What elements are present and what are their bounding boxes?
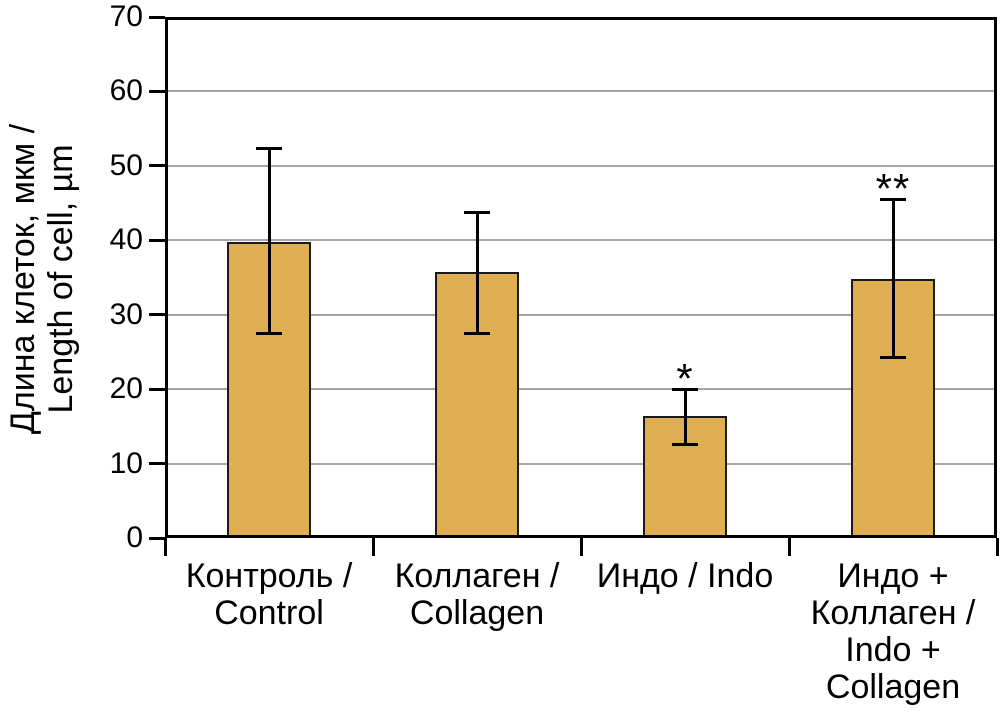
category-label-line: Контроль / <box>185 557 353 595</box>
y-tick-label-20: 20 <box>109 372 143 406</box>
gridline-60 <box>165 90 997 93</box>
y-axis-tick-30 <box>149 313 165 317</box>
y-tick-label-10: 10 <box>109 446 143 480</box>
y-tick-label-50: 50 <box>109 148 143 182</box>
gridline-10 <box>165 462 997 465</box>
y-axis-label-line2: Length of cell, µm <box>42 144 80 414</box>
gridline-50 <box>165 164 997 167</box>
category-label-line: Индо / Indo <box>596 557 774 595</box>
y-tick-label-70: 70 <box>109 0 143 33</box>
error-bar-cap-top-2 <box>464 210 490 214</box>
error-bar-line-3 <box>683 389 687 445</box>
error-bar-cap-top-3 <box>672 387 698 391</box>
x-axis-tick-0 <box>163 538 167 556</box>
error-bar-line-2 <box>475 212 479 334</box>
category-label-line: Индо + <box>837 557 949 595</box>
category-label-2: Коллаген / Collagen <box>353 558 601 632</box>
y-axis-tick-50 <box>149 164 165 168</box>
error-bar-cap-bottom-1 <box>256 331 282 335</box>
category-label-line: Indo + <box>845 631 941 669</box>
y-axis-tick-60 <box>149 89 165 93</box>
error-bar-line-1 <box>267 148 271 334</box>
significance-marker-4: ** <box>875 165 911 213</box>
category-label-4: Индо + Коллаген / Indo + Collagen <box>769 558 1004 706</box>
y-axis-label: Длина клеток, мкм / Length of cell, µm <box>4 49 80 509</box>
category-label-line: Collagen <box>825 668 961 706</box>
x-axis-tick-4 <box>995 538 999 556</box>
y-axis-tick-10 <box>149 462 165 466</box>
y-axis-tick-70 <box>149 15 165 19</box>
significance-marker-3: * <box>676 355 694 403</box>
x-axis-tick-3 <box>787 538 791 556</box>
category-label-line: Control <box>214 594 324 632</box>
y-tick-label-30: 30 <box>109 297 143 331</box>
category-label-1: Контроль / Control <box>145 558 393 632</box>
y-tick-label-60: 60 <box>109 74 143 108</box>
x-axis-tick-1 <box>371 538 375 556</box>
gridline-20 <box>165 388 997 391</box>
y-tick-label-0: 0 <box>126 521 143 554</box>
x-axis-tick-2 <box>579 538 583 556</box>
y-axis-label-line1: Длина клеток, мкм / <box>4 123 42 435</box>
y-tick-label-40: 40 <box>109 223 143 257</box>
gridline-30 <box>165 313 997 316</box>
gridline-40 <box>165 239 997 242</box>
error-bar-cap-bottom-3 <box>672 443 698 447</box>
y-axis-tick-20 <box>149 387 165 391</box>
y-axis-tick-40 <box>149 238 165 242</box>
bar-1 <box>227 241 311 538</box>
error-bar-cap-bottom-4 <box>880 356 906 360</box>
error-bar-cap-top-4 <box>880 197 906 201</box>
category-label-3: Индо / Indo <box>561 558 809 595</box>
category-label-line: Коллаген / <box>810 594 976 632</box>
error-bar-cap-top-1 <box>256 147 282 151</box>
error-bar-line-4 <box>891 199 895 358</box>
y-axis-tick-0 <box>149 536 165 540</box>
category-label-line: Коллаген / <box>394 557 560 595</box>
category-label-line: Collagen <box>409 594 545 632</box>
error-bar-cap-bottom-2 <box>464 331 490 335</box>
